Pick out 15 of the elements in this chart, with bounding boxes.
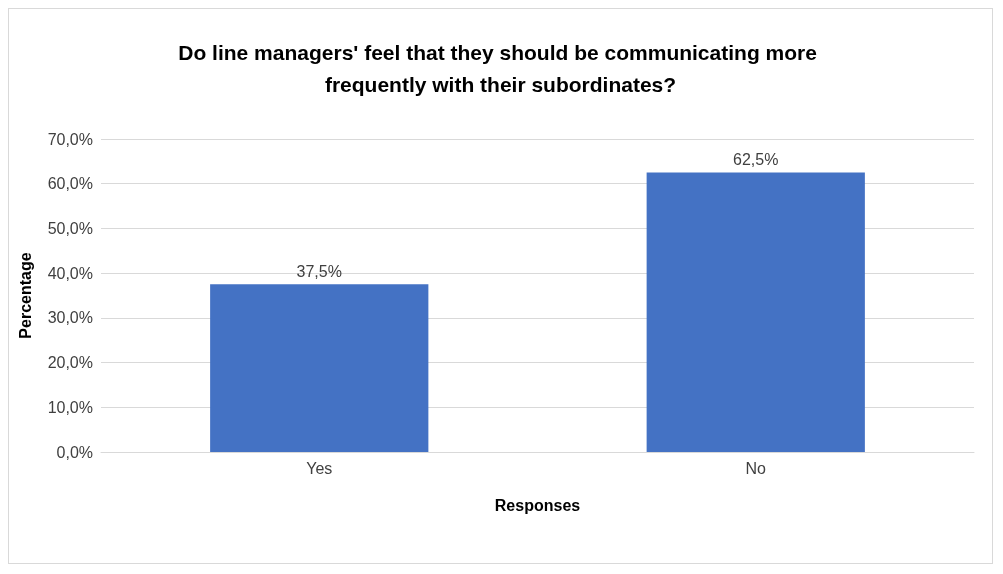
y-tick-label: 50,0%	[47, 219, 93, 237]
data-label: 62,5%	[733, 151, 779, 169]
y-tick-label: 30,0%	[47, 309, 93, 327]
x-axis-title: Responses	[494, 496, 581, 514]
x-tick-label: No	[745, 459, 767, 477]
data-label: 37,5%	[296, 262, 342, 280]
y-tick-label: 60,0%	[47, 175, 93, 193]
x-tick-label: Yes	[306, 459, 333, 477]
y-tick-label: 40,0%	[47, 264, 93, 282]
y-tick-label: 70,0%	[47, 130, 93, 148]
y-tick-label: 0,0%	[56, 443, 93, 461]
chart-title: Do line managers' feel that they should be communicating more frequently with their subordinates?	[178, 40, 823, 96]
y-tick-label: 10,0%	[47, 398, 93, 416]
y-axis-title: Percentage	[16, 252, 34, 339]
y-tick-label: 20,0%	[47, 354, 93, 372]
